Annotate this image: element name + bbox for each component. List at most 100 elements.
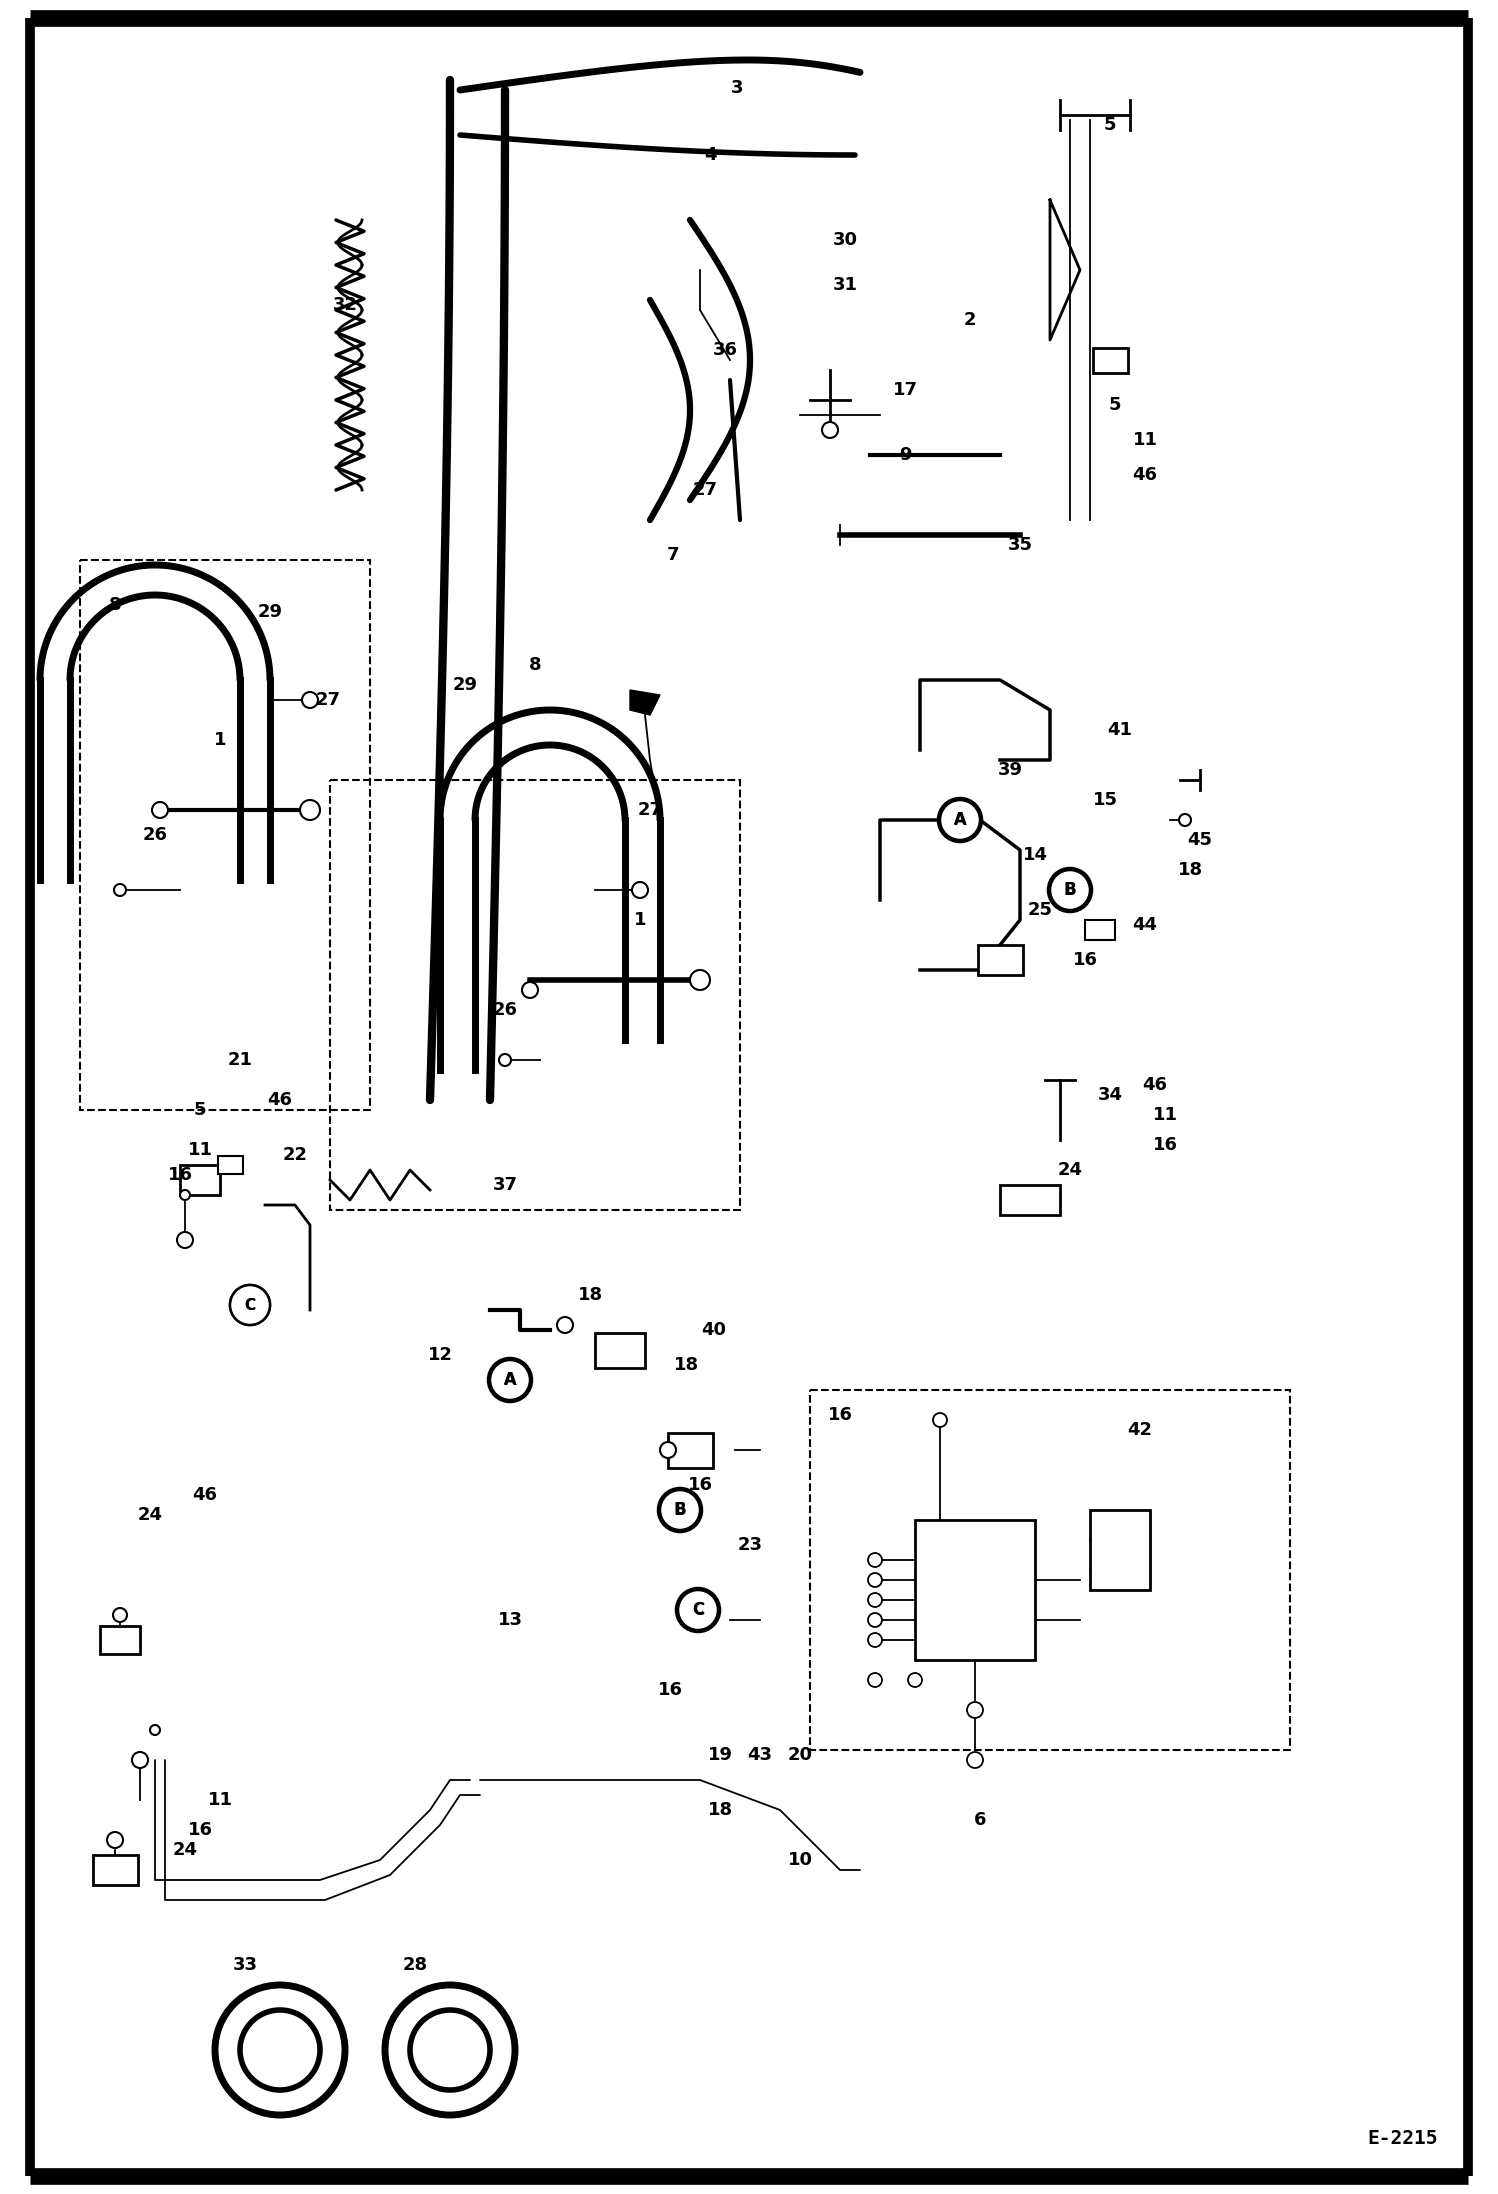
Text: 10: 10: [788, 1852, 812, 1869]
Text: 44: 44: [1132, 917, 1158, 935]
Bar: [1091, 1509, 1150, 1591]
Text: 20: 20: [788, 1746, 812, 1764]
Text: 18: 18: [1177, 860, 1203, 880]
Bar: [1092, 347, 1128, 373]
Text: 27: 27: [638, 801, 662, 818]
Circle shape: [490, 1360, 530, 1400]
Circle shape: [867, 1674, 882, 1687]
Circle shape: [112, 1608, 127, 1621]
Circle shape: [150, 1724, 160, 1735]
Text: 39: 39: [998, 761, 1023, 779]
Text: 7: 7: [667, 546, 679, 564]
Text: A: A: [505, 1373, 515, 1387]
Text: 6: 6: [974, 1810, 986, 1830]
Circle shape: [933, 1413, 947, 1426]
Bar: [1001, 1185, 1061, 1215]
Circle shape: [867, 1573, 882, 1586]
Circle shape: [1179, 814, 1191, 825]
Circle shape: [691, 970, 710, 989]
Text: B: B: [1064, 882, 1076, 900]
Text: 25: 25: [1028, 902, 1053, 919]
Circle shape: [1049, 869, 1092, 913]
Bar: [79, 559, 370, 1110]
Bar: [93, 1854, 138, 1885]
Circle shape: [557, 1316, 574, 1334]
Text: B: B: [674, 1503, 686, 1518]
Text: 8: 8: [109, 597, 121, 614]
Circle shape: [499, 1053, 511, 1066]
Text: 3: 3: [731, 79, 743, 97]
Text: 43: 43: [748, 1746, 773, 1764]
Text: 35: 35: [1008, 535, 1032, 555]
Bar: [668, 1433, 713, 1468]
Circle shape: [106, 1832, 123, 1847]
Text: 4: 4: [704, 147, 716, 165]
Circle shape: [676, 1588, 721, 1632]
Circle shape: [661, 1441, 676, 1459]
Text: 24: 24: [172, 1841, 198, 1858]
Circle shape: [1050, 871, 1091, 911]
Text: 19: 19: [707, 1746, 733, 1764]
Text: 16: 16: [168, 1165, 193, 1185]
Text: 46: 46: [1132, 465, 1158, 485]
Text: 5: 5: [193, 1101, 207, 1119]
Circle shape: [177, 1233, 193, 1248]
Text: 2: 2: [963, 312, 977, 329]
Text: 11: 11: [1152, 1106, 1177, 1123]
Text: 1: 1: [634, 911, 646, 928]
Text: 16: 16: [658, 1681, 683, 1698]
Text: B: B: [674, 1501, 686, 1518]
Text: 5: 5: [1109, 395, 1121, 415]
Text: 33: 33: [232, 1957, 258, 1975]
Text: 23: 23: [737, 1536, 762, 1553]
Text: 15: 15: [1092, 792, 1118, 810]
Circle shape: [180, 1189, 190, 1200]
Circle shape: [521, 983, 538, 998]
Circle shape: [231, 1286, 270, 1325]
Text: 30: 30: [833, 230, 857, 248]
Text: 31: 31: [833, 276, 857, 294]
Circle shape: [132, 1753, 148, 1768]
Text: 18: 18: [707, 1801, 733, 1819]
Circle shape: [822, 421, 837, 439]
Text: 17: 17: [893, 382, 917, 399]
Bar: [595, 1332, 646, 1367]
Bar: [100, 1626, 139, 1654]
Bar: [915, 1520, 1035, 1661]
Text: 18: 18: [674, 1356, 700, 1373]
Text: 16: 16: [187, 1821, 213, 1839]
Text: 42: 42: [1128, 1422, 1152, 1439]
Text: 32: 32: [333, 296, 358, 314]
Circle shape: [968, 1753, 983, 1768]
Text: 41: 41: [1107, 722, 1132, 739]
Text: A: A: [954, 812, 966, 827]
Text: 45: 45: [1188, 832, 1212, 849]
Text: 46: 46: [193, 1485, 217, 1505]
Text: 13: 13: [497, 1610, 523, 1628]
Text: 16: 16: [688, 1477, 713, 1494]
Text: 12: 12: [427, 1345, 452, 1365]
Circle shape: [300, 801, 321, 821]
Text: 46: 46: [1143, 1075, 1167, 1095]
Text: 21: 21: [228, 1051, 253, 1068]
Circle shape: [231, 1286, 270, 1325]
Text: C: C: [244, 1297, 256, 1312]
Text: 27: 27: [316, 691, 340, 709]
Text: C: C: [692, 1602, 704, 1619]
Text: 26: 26: [493, 1000, 517, 1018]
Text: 29: 29: [452, 676, 478, 693]
Text: 18: 18: [577, 1286, 602, 1303]
Text: 11: 11: [208, 1790, 232, 1810]
Circle shape: [488, 1358, 532, 1402]
Circle shape: [941, 801, 980, 840]
Text: 24: 24: [138, 1505, 162, 1525]
Text: 11: 11: [187, 1141, 213, 1158]
Text: 26: 26: [142, 825, 168, 845]
Polygon shape: [631, 689, 661, 715]
Text: 16: 16: [1152, 1136, 1177, 1154]
Text: 14: 14: [1023, 847, 1047, 864]
Circle shape: [867, 1613, 882, 1628]
Text: 46: 46: [268, 1090, 292, 1108]
Text: E-2215: E-2215: [1368, 2130, 1438, 2148]
Text: 24: 24: [1058, 1161, 1083, 1178]
